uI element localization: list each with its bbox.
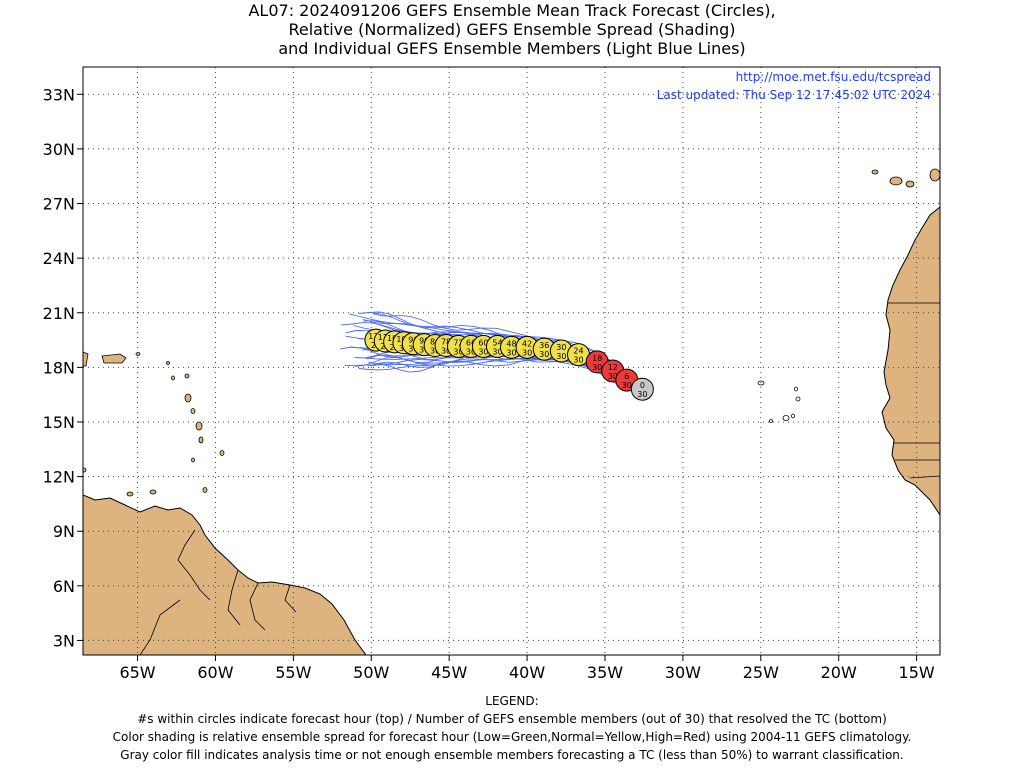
guyana-border (139, 529, 297, 655)
lon-tick-label: 45W (431, 663, 467, 682)
forecast-hour-label: 72 (453, 338, 463, 347)
forecast-hour-label: 0 (640, 381, 645, 390)
title-line-2: Relative (Normalized) GEFS Ensemble Spre… (288, 20, 736, 39)
member-count-label: 30 (430, 347, 440, 356)
africa-land (881, 206, 940, 516)
lesser-antilles (83, 352, 225, 497)
forecast-hour-label: 54 (492, 338, 502, 347)
forecast-hour-label: 48 (506, 339, 516, 348)
cape-verde-island (782, 415, 790, 421)
lat-tick-label: 15N (43, 413, 75, 432)
last-updated-text: Last updated: Thu Sep 12 17:45:02 UTC 20… (657, 88, 931, 102)
lat-tick-label: 9N (53, 522, 75, 541)
lat-tick-label: 30N (43, 140, 75, 159)
lon-tick-label: 25W (743, 663, 779, 682)
member-count-label: 30 (408, 345, 418, 354)
title-line-3: and Individual GEFS Ensemble Members (Li… (278, 39, 746, 58)
lat-tick-label: 18N (43, 358, 75, 377)
puerto-rico-land (101, 353, 127, 364)
plot-frame (82, 66, 941, 656)
ensemble-member-line (344, 357, 643, 393)
lon-tick-label: 40W (509, 663, 545, 682)
hispaniola-edge (83, 351, 89, 367)
lat-tick-labels: 33N 30N 27N 24N 21N 18N 15N 12N 9N 6N 3N (43, 85, 75, 650)
forecast-hour-label: 96 (408, 336, 418, 345)
member-count-label: 30 (573, 356, 583, 365)
cape-verde-island (795, 396, 801, 402)
legend-line-3: Gray color fill indicates analysis time … (120, 748, 904, 762)
member-count-label: 30 (419, 346, 429, 355)
lon-tick-label: 20W (821, 663, 857, 682)
ensemble-member-line (372, 313, 643, 387)
cape-verde-island (757, 380, 765, 386)
forecast-hour-label: 12 (608, 363, 618, 372)
grid-lines (83, 67, 940, 655)
member-count-label: 30 (441, 347, 451, 356)
lon-tick-label: 30W (665, 663, 701, 682)
land-layer (83, 168, 940, 655)
canary-island (929, 168, 940, 182)
forecast-hour-label: 36 (539, 341, 549, 350)
member-count-label: 30 (556, 352, 566, 361)
cape-verde-island (794, 386, 798, 392)
legend-heading: LEGEND: (485, 694, 539, 708)
lat-tick-label: 21N (43, 304, 75, 323)
track-point-circle: 030 (630, 377, 654, 401)
member-count-label: 30 (539, 350, 549, 359)
forecast-hour-label: 66 (466, 338, 476, 347)
source-url-link[interactable]: http://moe.met.fsu.edu/tcspread (736, 70, 931, 84)
track-point-marker (630, 377, 654, 401)
forecast-hour-label: 18 (592, 354, 602, 363)
title-line-1: AL07: 2024091206 GEFS Ensemble Mean Trac… (248, 1, 776, 20)
legend-line-2: Color shading is relative ensemble sprea… (112, 730, 912, 744)
lon-tick-label: 35W (587, 663, 623, 682)
member-count-label: 30 (478, 347, 488, 356)
legend-line-1: #s within circles indicate forecast hour… (137, 712, 887, 726)
lat-tick-label: 33N (43, 85, 75, 104)
member-count-label: 30 (592, 363, 602, 372)
mean-track-circles: 1202911429108291023096309030843078307230… (364, 328, 654, 401)
lon-tick-label: 50W (353, 663, 389, 682)
lon-tick-label: 15W (899, 663, 935, 682)
cape-verde-island (769, 419, 773, 423)
canary-island (889, 176, 903, 186)
axis-ticks (77, 93, 918, 661)
member-count-label: 30 (453, 347, 463, 356)
forecast-hour-label: 78 (441, 338, 451, 347)
lon-tick-label: 60W (197, 663, 233, 682)
forecast-hour-label: 30 (556, 343, 566, 352)
canary-island (871, 169, 879, 175)
forecast-hour-label: 90 (419, 337, 429, 346)
forecast-hour-label: 42 (522, 339, 532, 348)
canary-island (905, 180, 915, 188)
member-count-label: 30 (466, 347, 476, 356)
member-count-label: 30 (608, 372, 618, 381)
member-count-label: 30 (492, 347, 502, 356)
lat-tick-label: 6N (53, 577, 75, 596)
lon-tick-label: 65W (119, 663, 155, 682)
lon-tick-label: 55W (275, 663, 311, 682)
lat-tick-label: 3N (53, 631, 75, 650)
lat-tick-label: 12N (43, 468, 75, 487)
forecast-hour-label: 24 (573, 347, 583, 356)
member-count-label: 30 (637, 390, 647, 399)
forecast-hour-label: 60 (478, 338, 488, 347)
member-count-label: 30 (622, 381, 632, 390)
track-map: 65W 60W 55W 50W 45W 40W 35W 30W 25W 20W 15W 33N 30N… (43, 66, 941, 682)
member-count-label: 30 (506, 348, 516, 357)
cape-verde-island (791, 413, 795, 419)
member-count-label: 30 (522, 348, 532, 357)
south-america-land (83, 494, 367, 655)
forecast-hour-label: 6 (624, 372, 629, 381)
lat-tick-label: 27N (43, 195, 75, 214)
lat-tick-label: 24N (43, 249, 75, 268)
lon-tick-labels: 65W 60W 55W 50W 45W 40W 35W 30W 25W 20W 15W (119, 663, 934, 682)
